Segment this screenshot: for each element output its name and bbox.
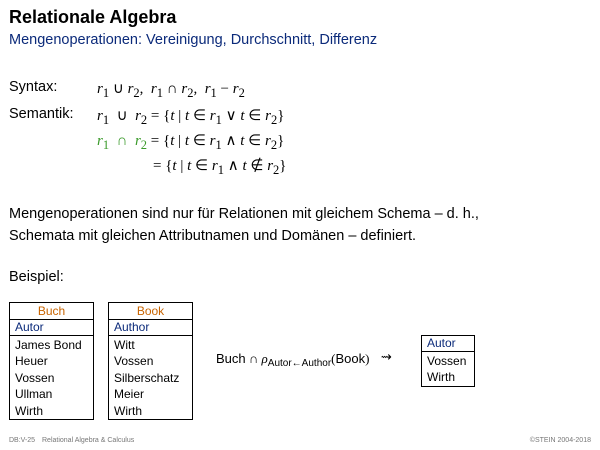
syntax-formula: r1 ∪ r2, r1 ∩ r2, r1 − r2 xyxy=(97,81,245,100)
table-result-attribute: Autor xyxy=(422,335,474,352)
expression-left: Buch xyxy=(216,351,246,366)
expression-rho-subscript: Autor←Author xyxy=(267,358,332,369)
description-line-2: Schemata mit gleichen Attributnamen und … xyxy=(9,228,417,244)
page-title: Relationale Algebra xyxy=(9,7,177,27)
table-buch: Buch Autor James Bond Heuer Vossen Ullma… xyxy=(9,302,94,420)
table-row: Wirth xyxy=(427,370,455,385)
table-row: James Bond xyxy=(15,338,82,352)
table-row: Witt xyxy=(114,338,135,352)
table-row: Wirth xyxy=(114,403,142,418)
footer-page-id: DB:V-25 xyxy=(9,437,36,444)
table-row: Meier xyxy=(114,387,145,402)
table-result: Autor Vossen Wirth xyxy=(421,335,475,387)
footer-course: Relational Algebra & Calculus xyxy=(42,437,135,444)
table-row: Ullman xyxy=(15,387,53,402)
leads-to-icon: ⇝ xyxy=(381,350,392,365)
semantik-label: Semantik: xyxy=(9,106,74,122)
table-book: Book Author Witt Vossen Silberschatz Mei… xyxy=(108,302,193,420)
union-definition: r1 ∪ r2 = {t | t ∈ r1 ∨ t ∈ r2} xyxy=(97,108,285,127)
beispiel-label: Beispiel: xyxy=(9,269,64,285)
table-row: Vossen xyxy=(114,354,154,369)
table-row: Wirth xyxy=(15,403,43,418)
expression-arg: Book xyxy=(335,351,366,366)
table-buch-attribute: Autor xyxy=(10,319,93,336)
description-paragraph: Mengenoperationen sind nur für Relatione… xyxy=(9,203,594,247)
footer-copyright: ©STEIN 2004-2018 xyxy=(529,437,591,444)
description-line-1: Mengenoperationen sind nur für Relatione… xyxy=(9,206,479,222)
table-row: Vossen xyxy=(427,354,467,368)
intersection-definition: r1 ∩ r2 = {t | t ∈ r1 ∧ t ∈ r2} xyxy=(97,133,285,152)
table-buch-name: Buch xyxy=(37,304,66,318)
table-book-name: Book xyxy=(136,304,165,318)
intersection-alt-definition: = {t | t ∈ r1 ∧ t ∉ r2} xyxy=(153,158,287,177)
expression: Buch ∩ ρAutor←Author(Book) xyxy=(216,351,370,369)
table-row: Heuer xyxy=(15,354,48,369)
page-subtitle: Mengenoperationen: Vereinigung, Durchsch… xyxy=(9,32,378,48)
table-book-attribute: Author xyxy=(109,319,192,336)
syntax-label: Syntax: xyxy=(9,79,58,95)
table-row: Silberschatz xyxy=(114,370,180,385)
table-row: Vossen xyxy=(15,370,55,385)
